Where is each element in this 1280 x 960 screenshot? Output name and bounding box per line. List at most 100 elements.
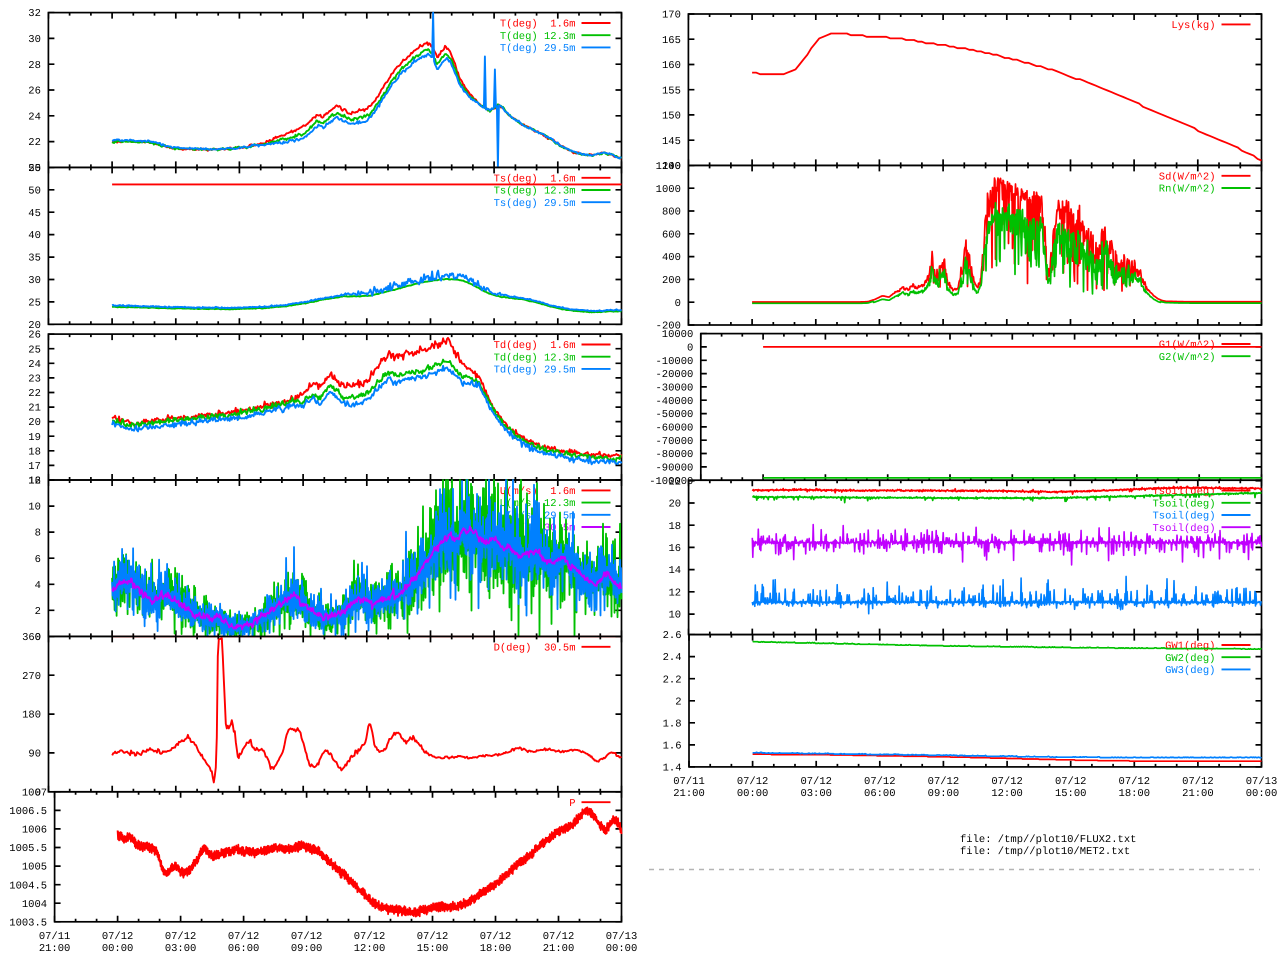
svg-text:30: 30 (28, 34, 41, 46)
svg-text:1006.5: 1006.5 (9, 806, 47, 818)
svg-text:2.4: 2.4 (663, 652, 682, 664)
svg-text:2.6: 2.6 (663, 630, 682, 642)
svg-text:90: 90 (28, 749, 41, 761)
svg-text:Ts(deg) 29.5m: Ts(deg) 29.5m (494, 198, 576, 210)
svg-text:07/12: 07/12 (1182, 776, 1214, 788)
svg-text:0: 0 (687, 343, 693, 355)
svg-text:21:00: 21:00 (673, 788, 705, 800)
svg-text:10000: 10000 (662, 329, 694, 341)
svg-text:09:00: 09:00 (928, 788, 960, 800)
svg-text:1003.5: 1003.5 (9, 917, 47, 929)
svg-text:30: 30 (28, 275, 41, 287)
svg-text:40: 40 (28, 230, 41, 242)
svg-text:07/12: 07/12 (991, 776, 1023, 788)
svg-text:21: 21 (28, 403, 41, 415)
svg-text:07/13: 07/13 (1246, 776, 1278, 788)
svg-text:T(deg) 29.5m: T(deg) 29.5m (500, 43, 576, 55)
svg-text:Lys(kg): Lys(kg) (1171, 20, 1215, 32)
svg-text:Tsoil(deg): Tsoil(deg) (1152, 523, 1215, 535)
svg-text:file: /tmp//plot10/MET2.txt: file: /tmp//plot10/MET2.txt (960, 846, 1130, 858)
svg-text:800: 800 (662, 207, 681, 219)
svg-text:18:00: 18:00 (1119, 788, 1151, 800)
svg-text:160: 160 (662, 60, 681, 72)
svg-text:1.6: 1.6 (663, 741, 682, 753)
svg-text:45: 45 (28, 208, 41, 220)
svg-text:1.4: 1.4 (663, 763, 682, 775)
svg-text:12:00: 12:00 (354, 943, 386, 955)
svg-text:400: 400 (662, 252, 681, 264)
svg-text:07/12: 07/12 (737, 776, 769, 788)
svg-text:25: 25 (28, 298, 41, 310)
svg-text:1004: 1004 (22, 899, 47, 911)
svg-text:200: 200 (662, 275, 681, 287)
svg-text:20: 20 (668, 499, 681, 511)
svg-text:15:00: 15:00 (417, 943, 449, 955)
svg-text:G1(W/m^2): G1(W/m^2) (1159, 340, 1216, 352)
svg-text:-70000: -70000 (655, 436, 693, 448)
svg-text:07/11: 07/11 (39, 931, 71, 943)
svg-text:170: 170 (662, 10, 681, 22)
svg-text:0: 0 (35, 787, 41, 799)
svg-text:G2(W/m^2): G2(W/m^2) (1159, 352, 1216, 364)
svg-text:25: 25 (28, 344, 41, 356)
svg-text:06:00: 06:00 (864, 788, 896, 800)
svg-text:32: 32 (28, 8, 41, 20)
svg-text:1200: 1200 (656, 161, 681, 173)
svg-text:26: 26 (28, 86, 41, 98)
svg-text:Tsoil(deg): Tsoil(deg) (1152, 511, 1215, 523)
svg-text:-80000: -80000 (655, 449, 693, 461)
svg-text:0: 0 (675, 298, 681, 310)
svg-text:19: 19 (28, 432, 41, 444)
svg-text:07/12: 07/12 (228, 931, 260, 943)
svg-text:0: 0 (35, 632, 41, 644)
svg-text:1005.5: 1005.5 (9, 843, 47, 855)
svg-text:140: 140 (662, 161, 681, 173)
svg-text:07/12: 07/12 (543, 931, 575, 943)
svg-text:D(deg) 30.5m: D(deg) 30.5m (494, 642, 576, 654)
svg-text:17: 17 (28, 461, 41, 473)
svg-text:16: 16 (28, 476, 41, 488)
svg-text:15:00: 15:00 (1055, 788, 1087, 800)
svg-text:07/12: 07/12 (480, 931, 512, 943)
svg-text:22: 22 (668, 476, 681, 488)
svg-text:2.2: 2.2 (663, 674, 682, 686)
svg-text:GW1(deg): GW1(deg) (1165, 641, 1215, 653)
svg-text:18: 18 (28, 446, 41, 458)
svg-text:50: 50 (28, 185, 41, 197)
svg-text:07/12: 07/12 (417, 931, 449, 943)
svg-text:03:00: 03:00 (165, 943, 197, 955)
svg-text:07/12: 07/12 (291, 931, 323, 943)
svg-text:165: 165 (662, 35, 681, 47)
svg-text:12:00: 12:00 (991, 788, 1023, 800)
svg-text:270: 270 (22, 671, 41, 683)
svg-text:2: 2 (35, 606, 41, 618)
svg-text:12: 12 (28, 476, 41, 488)
svg-text:GW2(deg): GW2(deg) (1165, 653, 1215, 665)
svg-text:07/11: 07/11 (673, 776, 705, 788)
svg-text:21:00: 21:00 (543, 943, 575, 955)
svg-text:360: 360 (22, 632, 41, 644)
svg-text:07/12: 07/12 (928, 776, 960, 788)
svg-text:07/13: 07/13 (606, 931, 638, 943)
svg-text:28: 28 (28, 60, 41, 72)
svg-text:8: 8 (35, 528, 41, 540)
svg-text:-90000: -90000 (655, 463, 693, 475)
svg-text:18: 18 (668, 521, 681, 533)
svg-text:T(deg) 12.3m: T(deg) 12.3m (500, 31, 576, 43)
svg-text:26: 26 (28, 330, 41, 342)
svg-text:150: 150 (662, 111, 681, 123)
svg-text:1.8: 1.8 (663, 718, 682, 730)
svg-text:600: 600 (662, 229, 681, 241)
svg-text:07/12: 07/12 (1055, 776, 1087, 788)
svg-text:24: 24 (28, 359, 41, 371)
svg-text:Td(deg) 29.5m: Td(deg) 29.5m (494, 365, 576, 377)
svg-text:18:00: 18:00 (480, 943, 512, 955)
svg-text:Sd(W/m^2): Sd(W/m^2) (1159, 171, 1216, 183)
svg-text:07/12: 07/12 (864, 776, 896, 788)
svg-text:-60000: -60000 (655, 423, 693, 435)
svg-text:07/12: 07/12 (1119, 776, 1151, 788)
svg-text:Tsoil(deg): Tsoil(deg) (1152, 498, 1215, 510)
svg-text:22: 22 (28, 388, 41, 400)
svg-text:Rn(W/m^2): Rn(W/m^2) (1159, 184, 1216, 196)
svg-text:-50000: -50000 (655, 409, 693, 421)
